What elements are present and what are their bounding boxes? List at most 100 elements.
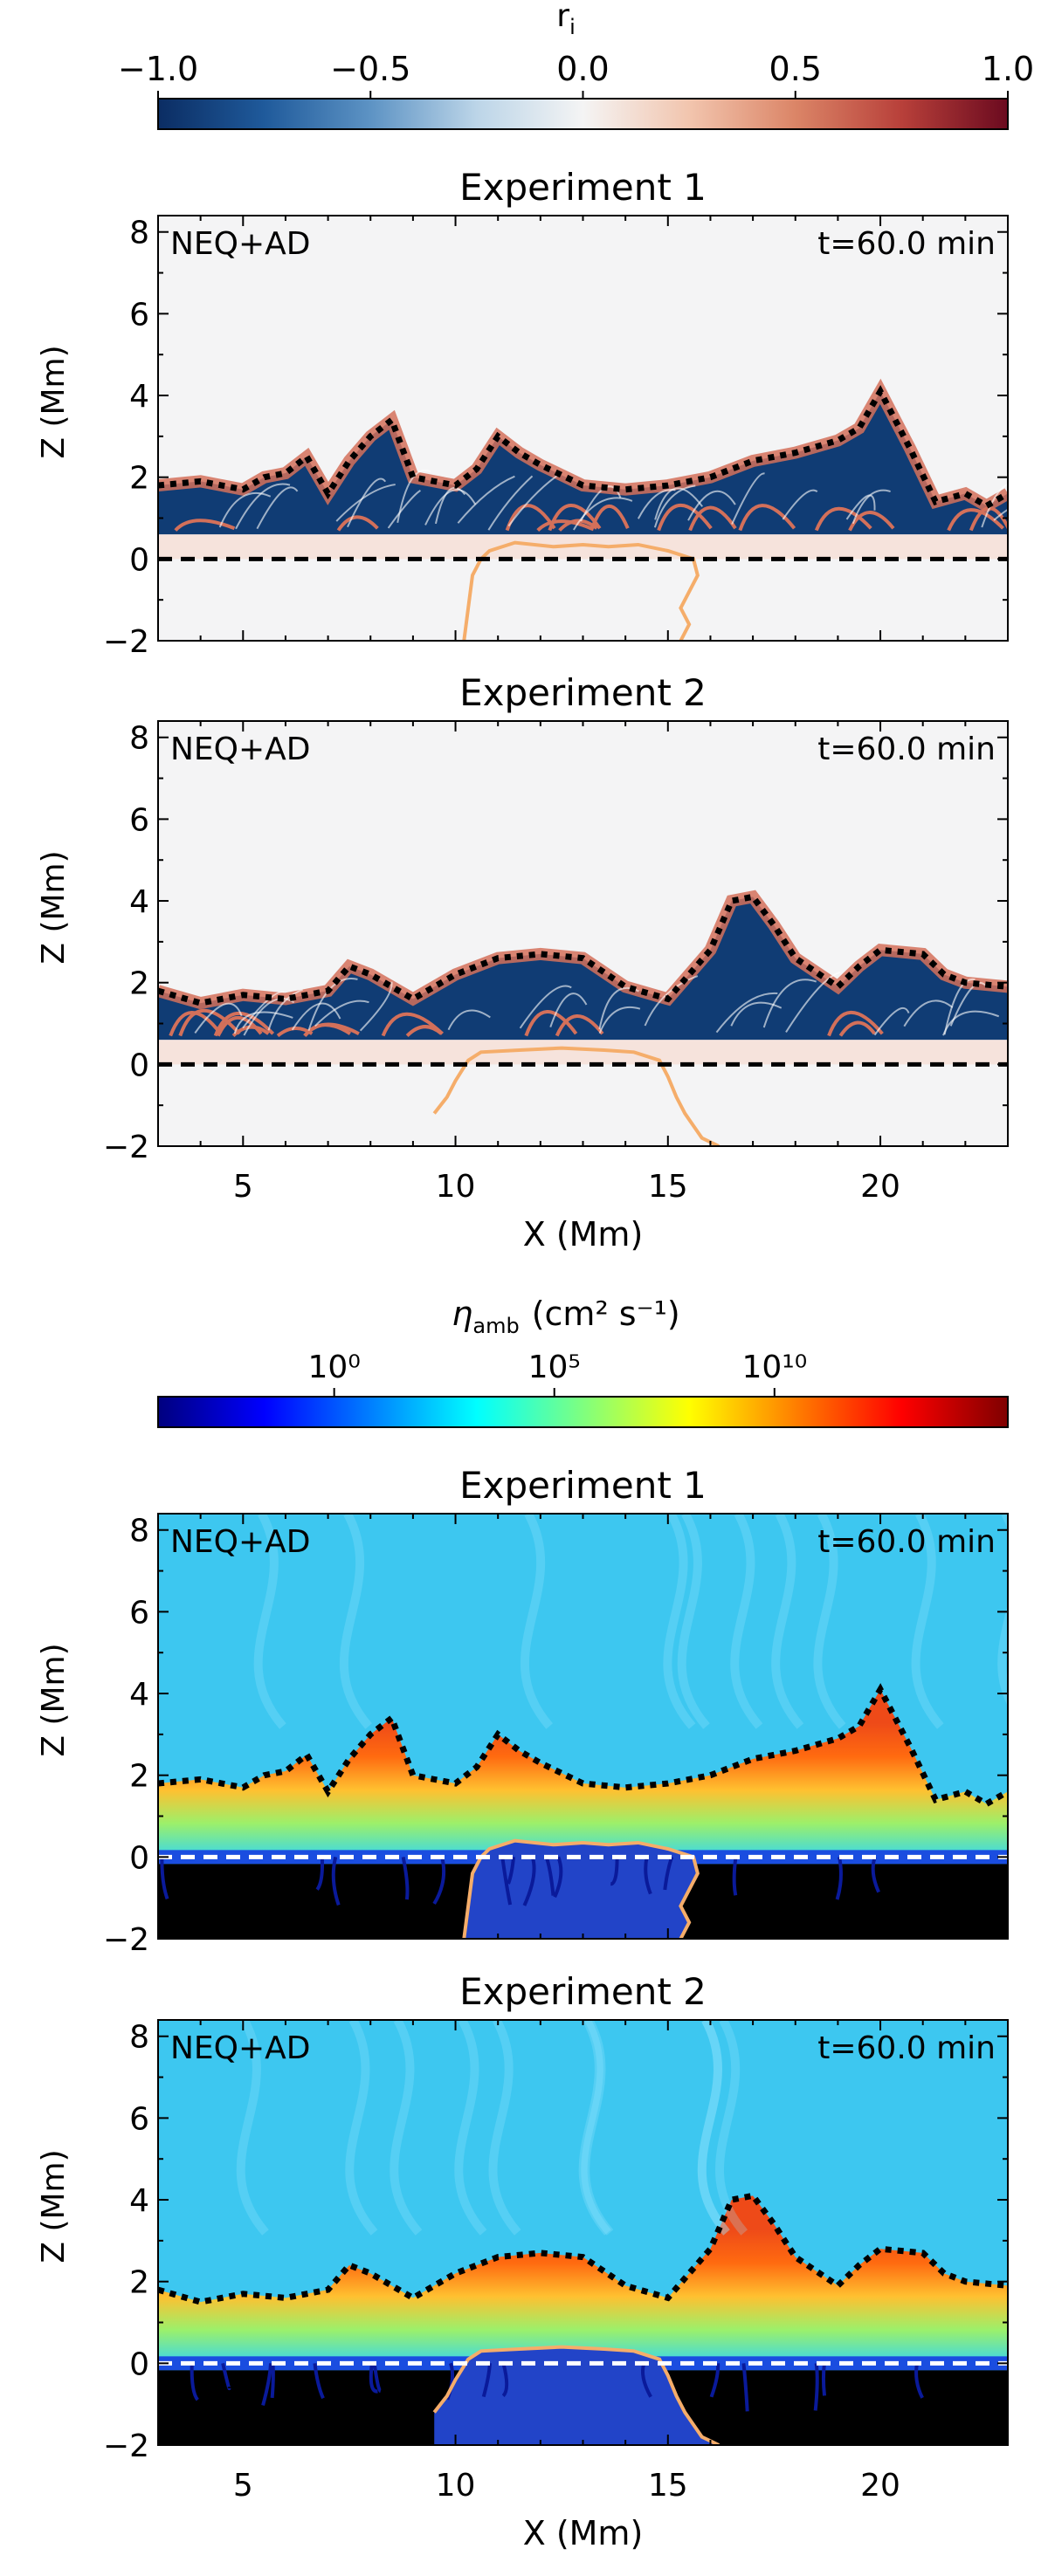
ri-cell-wall [688,505,737,532]
orange-contour [432,2345,720,2445]
ri-cell-wall [848,511,895,532]
eta-tendril [732,1857,738,1896]
eta-atmosphere-streak [578,2020,611,2236]
eta-tendril [553,1856,563,1899]
eta-tendril [401,1856,410,1900]
orange-contour [462,1838,700,1939]
eta-tendril [813,2363,819,2411]
eta-tendril [914,2363,924,2399]
ri-cell-wall [827,1011,884,1037]
ri-fine-structure [424,489,477,526]
panel-2: Experiment 2 NEQ+AD t=60.0 min −2 0 2 4 6 8 Z (Mm… [36,671,1009,1254]
ri-cell-wall [947,508,1004,532]
colorbar-eta-label-units: (cm² s⁻¹) [532,1295,680,1333]
ri-fine-structure [981,483,1008,528]
eta-tendril [190,2363,199,2401]
eta-tendril [663,1856,674,1891]
y-tick-label: 4 [129,379,149,415]
panel-plot-area [158,216,1008,641]
panel-3: Experiment 1 NEQ+AD t=60.0 min −2 0 2 4 6 8 Z (Mm… [36,1464,1009,1958]
ri-cell-wall [213,1011,275,1037]
ri-cell-wall [381,1012,444,1037]
ri-cell-wall [657,503,713,532]
eta-tendril [221,2362,231,2390]
ri-fine-structure [335,484,396,522]
ri-fine-structure [243,998,295,1036]
ri-fine-structure [654,487,704,520]
eta-atmosphere-streak [911,1514,944,1729]
top-boundary-line [158,2192,1008,2305]
annotation-time: t=60.0 min [817,732,996,767]
eta-tendril [369,2363,378,2394]
panel-plot-area [158,2020,1008,2445]
ri-cell-wall [738,504,796,532]
ri-transition-band [158,534,1008,560]
y-tick-label: 0 [129,1840,149,1876]
y-axis-label: Z (Mm) [36,1643,72,1756]
y-tick-label: 6 [129,802,149,838]
ri-cell-wall [303,1022,360,1037]
eta-atmosphere-streak [697,2020,730,2236]
ri-fine-structure [347,477,387,528]
y-axis-label: Z (Mm) [36,2149,72,2263]
y-tick-label: 6 [129,297,149,333]
y-axis-label: Z (Mm) [36,345,72,458]
eta-atmosphere-streak [488,2020,521,2236]
y-tick-label: −2 [103,1922,149,1958]
y-tick-label: 2 [129,461,149,497]
annotation-time: t=60.0 min [817,2030,996,2066]
y-tick-label: 0 [129,2346,149,2382]
eta-tendril [501,2362,509,2398]
eta-emergence-region [464,1840,698,1939]
ri-cell-wall [169,1010,223,1037]
ri-cell-wall [558,519,598,532]
ri-cell-wall [336,515,379,532]
y-tick-label: −2 [103,2428,149,2464]
annotation-tag: NEQ+AD [170,1524,311,1560]
ri-fine-structure [785,971,841,1033]
eta-tendril [610,1857,619,1886]
ri-cell-wall [838,1020,877,1037]
ri-cell-wall [524,1010,578,1037]
ri-fine-structure [653,484,696,528]
eta-atmosphere-streak [581,2020,614,2236]
colorbar-ri-tick-label: 0.5 [769,50,822,88]
eta-tendril [372,2363,383,2394]
orange-contour [432,1046,720,1146]
panel-plot-area [158,721,1008,1146]
annotation-time: t=60.0 min [817,1524,996,1560]
y-tick-label: 4 [129,2183,149,2219]
y-tick-label: 0 [129,1048,149,1083]
eta-tendril [160,1857,169,1899]
eta-tendril [331,1856,341,1906]
y-tick-label: 0 [129,542,149,578]
eta-atmosphere-streak [771,1514,804,1729]
orange-contour [462,540,700,641]
y-tick-label: 4 [129,1677,149,1713]
ri-fine-structure [507,472,562,527]
ri-transition-band [158,1040,1008,1065]
ri-fine-structure [549,993,588,1027]
ri-cell-wall [548,504,602,532]
ri-fine-structure [256,486,299,530]
ri-fine-structure [644,975,699,1027]
panel-title: Experiment 2 [459,1970,707,2013]
ri-fine-structure [387,490,422,529]
x-tick-label: 15 [648,2468,688,2504]
y-tick-label: 2 [129,2265,149,2301]
top-boundary-line [158,893,1008,1006]
ri-fine-structure [359,981,393,1032]
ri-neutral-band [158,896,1008,1041]
eta-tendril [270,2363,275,2399]
ri-cell-wall [231,1025,270,1038]
ri-cell-wall [174,519,236,532]
x-tick-label: 15 [648,1169,688,1205]
ri-fine-structure [447,1009,491,1031]
y-axis-label: Z (Mm) [36,850,72,964]
eta-atmosphere-streak [339,1514,372,1729]
eta-tendril [835,1856,843,1900]
x-tick-label: 10 [436,2468,476,2504]
ri-fine-structure [687,490,736,521]
eta-tendril [644,1856,652,1895]
eta-tendril [432,1856,446,1905]
